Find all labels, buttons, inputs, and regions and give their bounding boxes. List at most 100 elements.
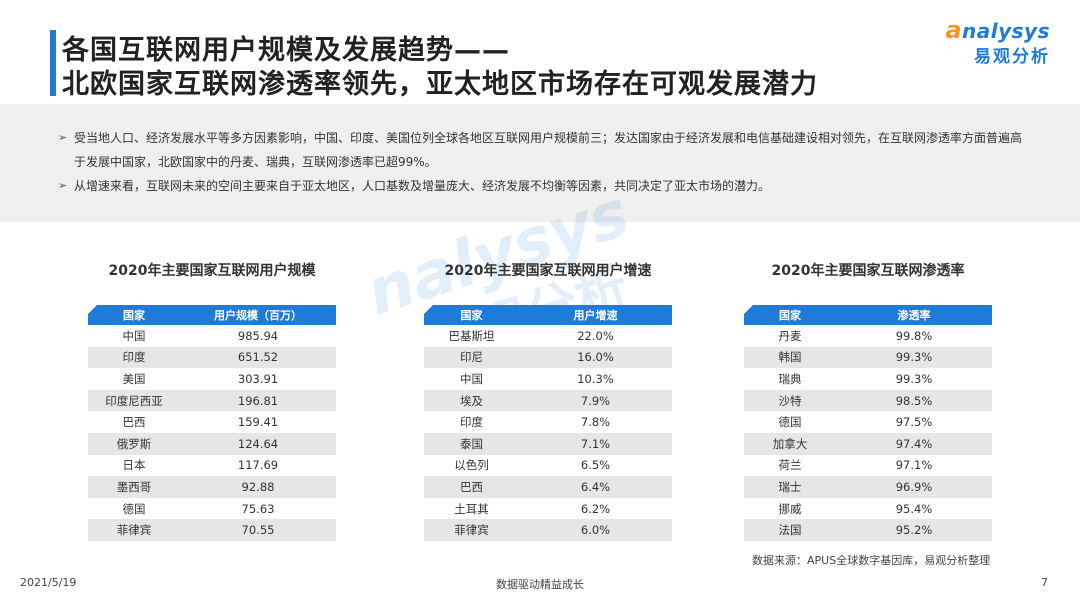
country-cell: 菲律宾 <box>424 519 519 541</box>
country-cell: 韩国 <box>744 346 836 369</box>
logo-en-text: nalysys <box>962 19 1050 43</box>
value-cell: 97.5% <box>836 411 992 433</box>
table-row: 印尼 16.0% <box>424 346 672 369</box>
country-cell: 以色列 <box>424 454 519 477</box>
table-row: 以色列 6.5% <box>424 454 672 477</box>
column-header: 国家 <box>424 305 519 325</box>
country-cell: 日本 <box>88 454 180 477</box>
penetration-table: 国家 渗透率 丹麦 99.8% 韩国 99.3% 瑞典 99.3% 沙特 98.5% 德… <box>744 305 992 541</box>
value-cell: 75.63 <box>180 497 336 520</box>
logo-a-glyph: a <box>945 16 963 44</box>
table-row: 墨西哥 92.88 <box>88 476 336 498</box>
value-cell: 96.9% <box>836 476 992 498</box>
page-title-line2: 北欧国家互联网渗透率领先，亚太地区市场存在可观发展潜力 <box>62 69 818 100</box>
value-cell: 6.0% <box>519 519 672 541</box>
value-cell: 651.52 <box>180 346 336 369</box>
user-scale-table-block: 2020年主要国家互联网用户规模 国家 用户规模（百万） 中国 985.94 印度… <box>88 260 336 541</box>
footer-slogan: 数据驱动精益成长 <box>496 578 584 591</box>
table-row: 荷兰 97.1% <box>744 454 992 477</box>
table-row: 巴西 159.41 <box>88 411 336 433</box>
country-cell: 瑞典 <box>744 368 836 390</box>
column-header: 渗透率 <box>836 305 992 325</box>
country-cell: 印度 <box>88 346 180 369</box>
value-cell: 7.8% <box>519 411 672 433</box>
country-cell: 土耳其 <box>424 497 519 520</box>
summary-panel: ➢ 受当地人口、经济发展水平等多方因素影响，中国、印度、美国位列全球各地区互联网… <box>0 104 1080 222</box>
column-header: 用户规模（百万） <box>180 305 336 325</box>
column-header: 国家 <box>744 305 836 325</box>
table-row: 美国 303.91 <box>88 368 336 390</box>
table-row: 巴西 6.4% <box>424 476 672 498</box>
country-cell: 俄罗斯 <box>88 432 180 455</box>
country-cell: 埃及 <box>424 389 519 412</box>
title-accent-bar <box>50 30 56 96</box>
value-cell: 99.3% <box>836 368 992 390</box>
table-row: 俄罗斯 124.64 <box>88 432 336 455</box>
table-title: 2020年主要国家互联网渗透率 <box>771 263 965 279</box>
table-row: 中国 985.94 <box>88 325 336 347</box>
analysys-logo: analysys 易观分析 <box>945 16 1050 67</box>
value-cell: 6.5% <box>519 454 672 477</box>
country-cell: 中国 <box>88 325 180 347</box>
country-cell: 德国 <box>88 497 180 520</box>
summary-item: ➢ 受当地人口、经济发展水平等多方因素影响，中国、印度、美国位列全球各地区互联网… <box>58 126 1030 174</box>
summary-text: 受当地人口、经济发展水平等多方因素影响，中国、印度、美国位列全球各地区互联网用户… <box>74 131 1023 169</box>
value-cell: 98.5% <box>836 389 992 412</box>
table-row: 德国 75.63 <box>88 497 336 520</box>
table-row: 中国 10.3% <box>424 368 672 390</box>
user-scale-table: 国家 用户规模（百万） 中国 985.94 印度 651.52 美国 303.91 印… <box>88 305 336 541</box>
table-row: 韩国 99.3% <box>744 346 992 369</box>
value-cell: 7.9% <box>519 389 672 412</box>
value-cell: 159.41 <box>180 411 336 433</box>
value-cell: 70.55 <box>180 519 336 541</box>
value-cell: 97.1% <box>836 454 992 477</box>
value-cell: 16.0% <box>519 346 672 369</box>
table-title: 2020年主要国家互联网用户增速 <box>444 263 652 279</box>
page-title-line1: 各国互联网用户规模及发展趋势—— <box>62 35 510 66</box>
bullet-arrow-icon: ➢ <box>58 131 68 144</box>
table-row: 瑞典 99.3% <box>744 368 992 390</box>
country-cell: 巴基斯坦 <box>424 325 519 347</box>
value-cell: 124.64 <box>180 432 336 455</box>
value-cell: 303.91 <box>180 368 336 390</box>
table-row: 瑞士 96.9% <box>744 476 992 498</box>
country-cell: 巴西 <box>424 476 519 498</box>
country-cell: 美国 <box>88 368 180 390</box>
table-row: 丹麦 99.8% <box>744 325 992 347</box>
value-cell: 95.2% <box>836 519 992 541</box>
value-cell: 196.81 <box>180 389 336 412</box>
table-title: 2020年主要国家互联网用户规模 <box>108 263 316 279</box>
table-row: 巴基斯坦 22.0% <box>424 325 672 347</box>
table-row: 法国 95.2% <box>744 519 992 541</box>
value-cell: 117.69 <box>180 454 336 477</box>
country-cell: 挪威 <box>744 497 836 520</box>
country-cell: 加拿大 <box>744 432 836 455</box>
value-cell: 22.0% <box>519 325 672 347</box>
country-cell: 沙特 <box>744 389 836 412</box>
page-number: 7 <box>1041 576 1048 589</box>
table-row: 印度 7.8% <box>424 411 672 433</box>
table-row: 埃及 7.9% <box>424 389 672 412</box>
user-growth-table: 国家 用户增速 巴基斯坦 22.0% 印尼 16.0% 中国 10.3% 埃及 7.9%… <box>424 305 672 541</box>
table-row: 日本 117.69 <box>88 454 336 477</box>
country-cell: 法国 <box>744 519 836 541</box>
value-cell: 6.2% <box>519 497 672 520</box>
country-cell: 荷兰 <box>744 454 836 477</box>
footer-date: 2021/5/19 <box>20 576 77 589</box>
country-cell: 菲律宾 <box>88 519 180 541</box>
value-cell: 97.4% <box>836 432 992 455</box>
country-cell: 泰国 <box>424 432 519 455</box>
country-cell: 瑞士 <box>744 476 836 498</box>
value-cell: 99.3% <box>836 346 992 369</box>
value-cell: 985.94 <box>180 325 336 347</box>
country-cell: 印尼 <box>424 346 519 369</box>
table-row: 泰国 7.1% <box>424 432 672 455</box>
country-cell: 印度尼西亚 <box>88 389 180 412</box>
table-row: 印度尼西亚 196.81 <box>88 389 336 412</box>
table-row: 德国 97.5% <box>744 411 992 433</box>
column-header: 用户增速 <box>519 305 672 325</box>
value-cell: 92.88 <box>180 476 336 498</box>
summary-item: ➢ 从增速来看，互联网未来的空间主要来自于亚太地区，人口基数及增量庞大、经济发展… <box>58 174 1030 198</box>
value-cell: 99.8% <box>836 325 992 347</box>
country-cell: 墨西哥 <box>88 476 180 498</box>
